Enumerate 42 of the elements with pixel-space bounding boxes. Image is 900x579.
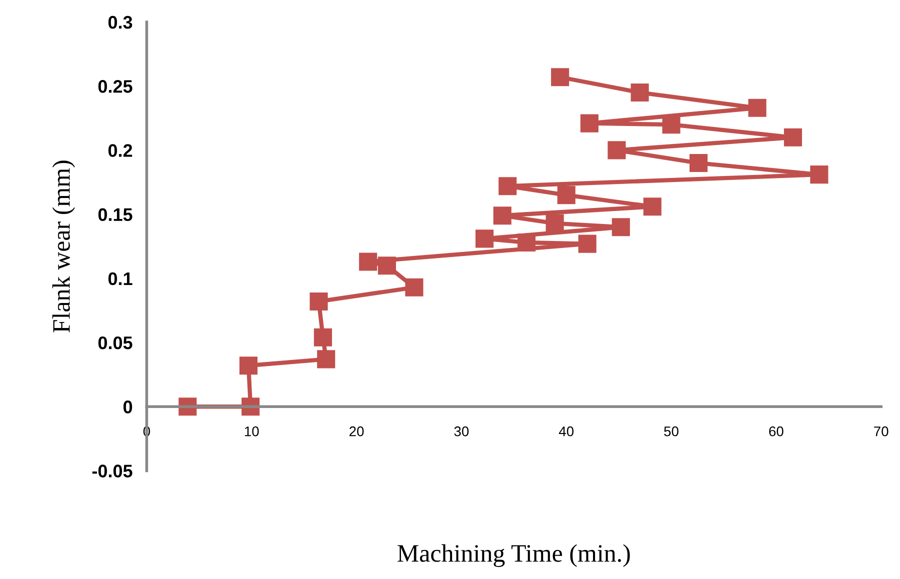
point bbox=[662, 116, 680, 134]
y-tick-label: 0.1 bbox=[108, 272, 132, 286]
point bbox=[810, 166, 828, 184]
point bbox=[748, 98, 766, 117]
x-axis-title: Machining Time (min.) bbox=[398, 544, 630, 568]
point bbox=[498, 177, 517, 196]
point bbox=[310, 292, 328, 311]
point bbox=[690, 154, 708, 172]
point bbox=[551, 68, 570, 86]
point bbox=[314, 328, 332, 346]
point bbox=[405, 278, 424, 296]
point bbox=[578, 234, 596, 253]
x-tick-label: 10 bbox=[244, 426, 259, 436]
point bbox=[784, 128, 802, 146]
point bbox=[612, 218, 630, 236]
point bbox=[630, 83, 649, 102]
y-tick-label: 0.2 bbox=[108, 144, 132, 157]
x-tick-label: 50 bbox=[664, 426, 678, 436]
y-tick-label: -0.05 bbox=[92, 464, 132, 478]
y-tick-label: 0.05 bbox=[98, 336, 132, 350]
point bbox=[317, 350, 336, 368]
x-tick-label: 60 bbox=[769, 426, 784, 436]
point bbox=[517, 233, 536, 252]
point bbox=[378, 256, 396, 275]
x-tick-label: 40 bbox=[558, 426, 574, 436]
y-tick-label: 0.25 bbox=[98, 80, 132, 93]
point bbox=[475, 230, 494, 248]
y-tick-label: 0 bbox=[123, 400, 132, 414]
point bbox=[239, 356, 258, 375]
point bbox=[546, 214, 564, 232]
point bbox=[608, 141, 626, 160]
x-tick-label: 70 bbox=[874, 426, 888, 436]
y-tick-label: 0.15 bbox=[98, 208, 132, 222]
x-tick-label: 30 bbox=[454, 426, 469, 436]
x-tick-label: 20 bbox=[350, 426, 364, 436]
point bbox=[643, 198, 662, 216]
y-tick-label: 0.3 bbox=[108, 16, 132, 29]
y-axis-title: Flank wear (mm) bbox=[52, 160, 75, 332]
point bbox=[493, 206, 512, 225]
point bbox=[359, 252, 378, 271]
point bbox=[580, 114, 598, 132]
point bbox=[557, 186, 576, 204]
